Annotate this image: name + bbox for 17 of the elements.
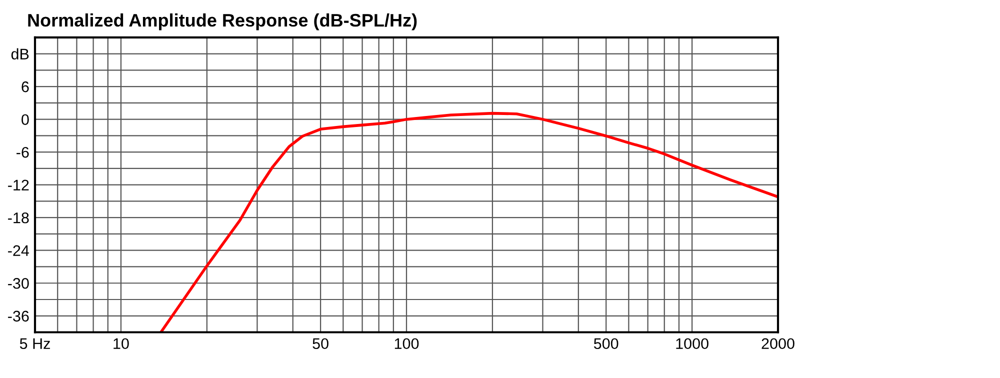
y-tick-label: -24: [8, 245, 29, 256]
x-tick-label: 2000: [762, 338, 794, 350]
y-tick-label: -12: [8, 180, 29, 190]
y-tick-label: dB: [11, 48, 29, 60]
y-tick-label: 6: [22, 81, 29, 92]
y-tick-label: -6: [16, 146, 29, 158]
y-tick-label: -36: [8, 310, 29, 322]
x-tick-label: 500: [594, 338, 618, 350]
x-tick-label: 100: [394, 338, 419, 350]
x-tick-label: 5 Hz: [20, 338, 50, 350]
y-tick-label: -18: [8, 212, 29, 224]
y-tick-label: -30: [8, 278, 29, 289]
x-tick-label: 50: [312, 338, 328, 350]
chart-title: Normalized Amplitude Response (dB-SPL/Hz): [28, 13, 417, 30]
y-tick-label: 0: [22, 114, 29, 126]
x-tick-label: 10: [114, 338, 129, 350]
x-tick-label: 1000: [676, 338, 708, 350]
